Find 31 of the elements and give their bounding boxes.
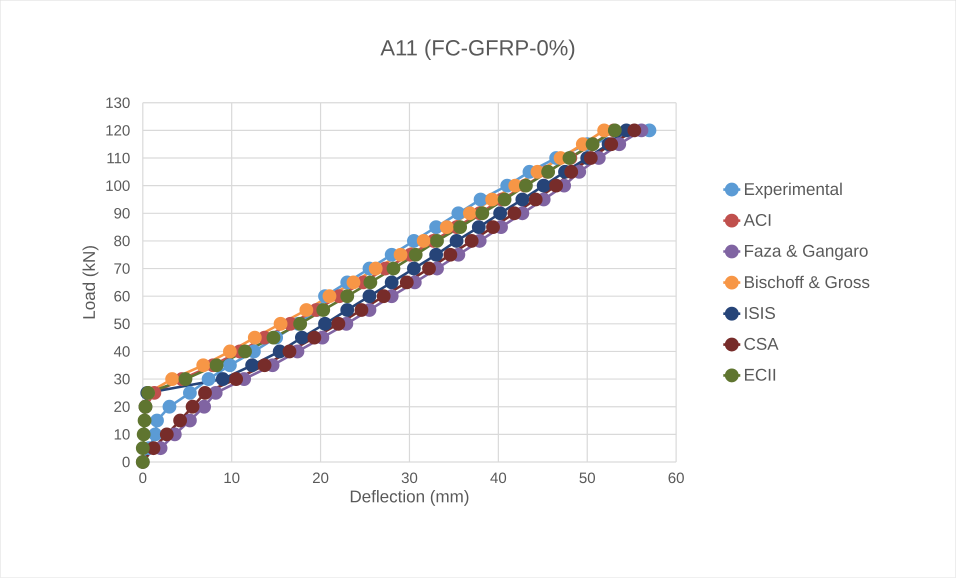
x-tick-label: 30 [402,472,418,484]
legend-label: Experimental [744,182,842,199]
y-tick-label: 80 [114,236,130,246]
x-tick-label: 10 [224,472,240,484]
y-axis-title: Load (kN) [82,246,98,318]
y-tick-label: 50 [114,318,130,330]
y-tick-label: 90 [114,208,130,219]
legend-label: ISIS [745,307,775,320]
x-tick-label: 20 [312,472,328,484]
x-tick-label: 50 [579,472,595,484]
legend-label: ECII [744,368,776,381]
legend-label: Faza & Gangaro [744,244,868,260]
y-tick-label: 20 [114,402,130,412]
x-tick-label: 0 [139,472,146,484]
y-tick-label: 120 [106,125,130,136]
y-tick-label: 40 [114,346,130,357]
y-tick-label: 0 [122,456,130,468]
y-tick-label: 100 [106,180,130,192]
legend-label: ACI [744,214,770,226]
y-tick-label: 60 [114,291,130,302]
x-tick-label: 40 [490,472,506,484]
x-tick-label: 60 [668,472,684,484]
y-tick-label: 70 [114,263,130,274]
x-axis-title: Deflection (mm) [350,490,468,506]
y-tick-label: 110 [107,152,130,164]
y-tick-label: 30 [114,374,130,385]
legend-label: CSA [744,338,779,350]
y-tick-label: 130 [106,98,130,108]
legend-label: Bischoff & Gross [744,276,870,288]
chart-title: A11 (FC-GFRP-0%) [380,40,574,60]
y-tick-label: 10 [114,429,130,440]
